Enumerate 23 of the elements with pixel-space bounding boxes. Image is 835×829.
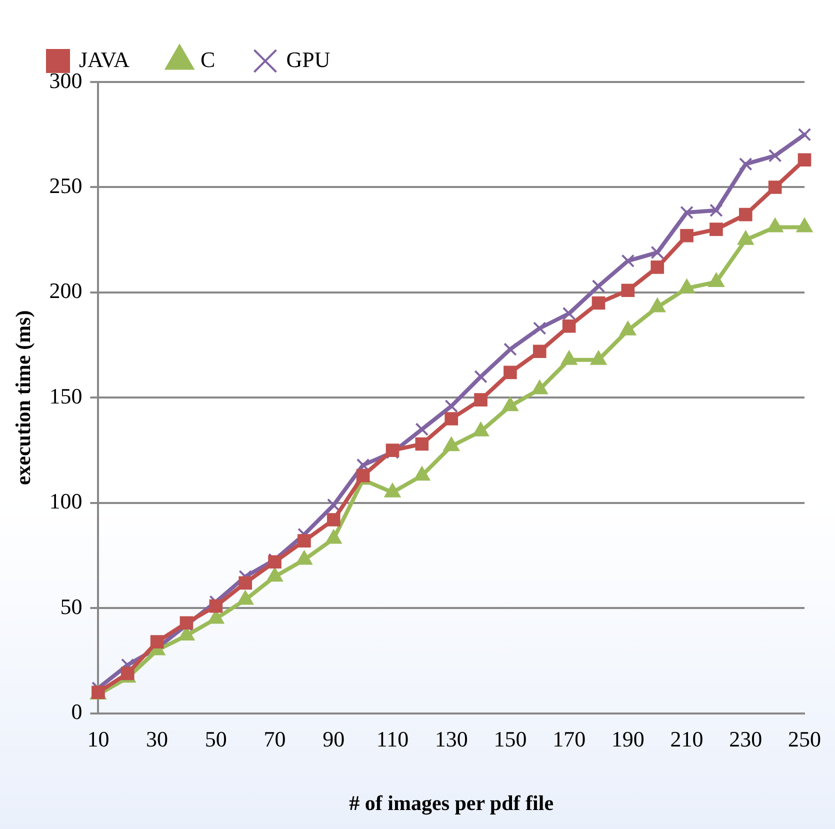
x-tick-label: 10 xyxy=(87,726,110,752)
legend-label: GPU xyxy=(286,46,330,72)
x-tick-label: 190 xyxy=(611,726,644,752)
y-tick-label: 100 xyxy=(49,488,82,514)
x-tick-label: 30 xyxy=(146,726,168,752)
x-tick-label: 250 xyxy=(788,726,821,752)
x-tick-label: 130 xyxy=(434,726,468,752)
y-tick-label: 150 xyxy=(49,383,82,408)
x-tick-label: 70 xyxy=(264,726,286,752)
x-tick-label: 170 xyxy=(552,726,586,752)
x-tick-label: 210 xyxy=(670,726,704,752)
x-tick-label: 230 xyxy=(729,726,762,752)
x-tick-label: 50 xyxy=(204,726,227,752)
y-tick-label: 50 xyxy=(60,594,82,619)
x-tick-label: 110 xyxy=(376,726,409,752)
y-tick-label: 0 xyxy=(71,699,82,724)
legend-label: C xyxy=(200,46,216,72)
y-tick-label: 250 xyxy=(49,173,82,198)
y-tick-label: 200 xyxy=(49,278,82,304)
y-axis-title: execution time (ms) xyxy=(11,310,36,486)
x-tick-label: 90 xyxy=(322,726,345,752)
x-axis-title: # of images per pdf file xyxy=(349,790,554,815)
x-tick-label: 150 xyxy=(494,726,527,752)
